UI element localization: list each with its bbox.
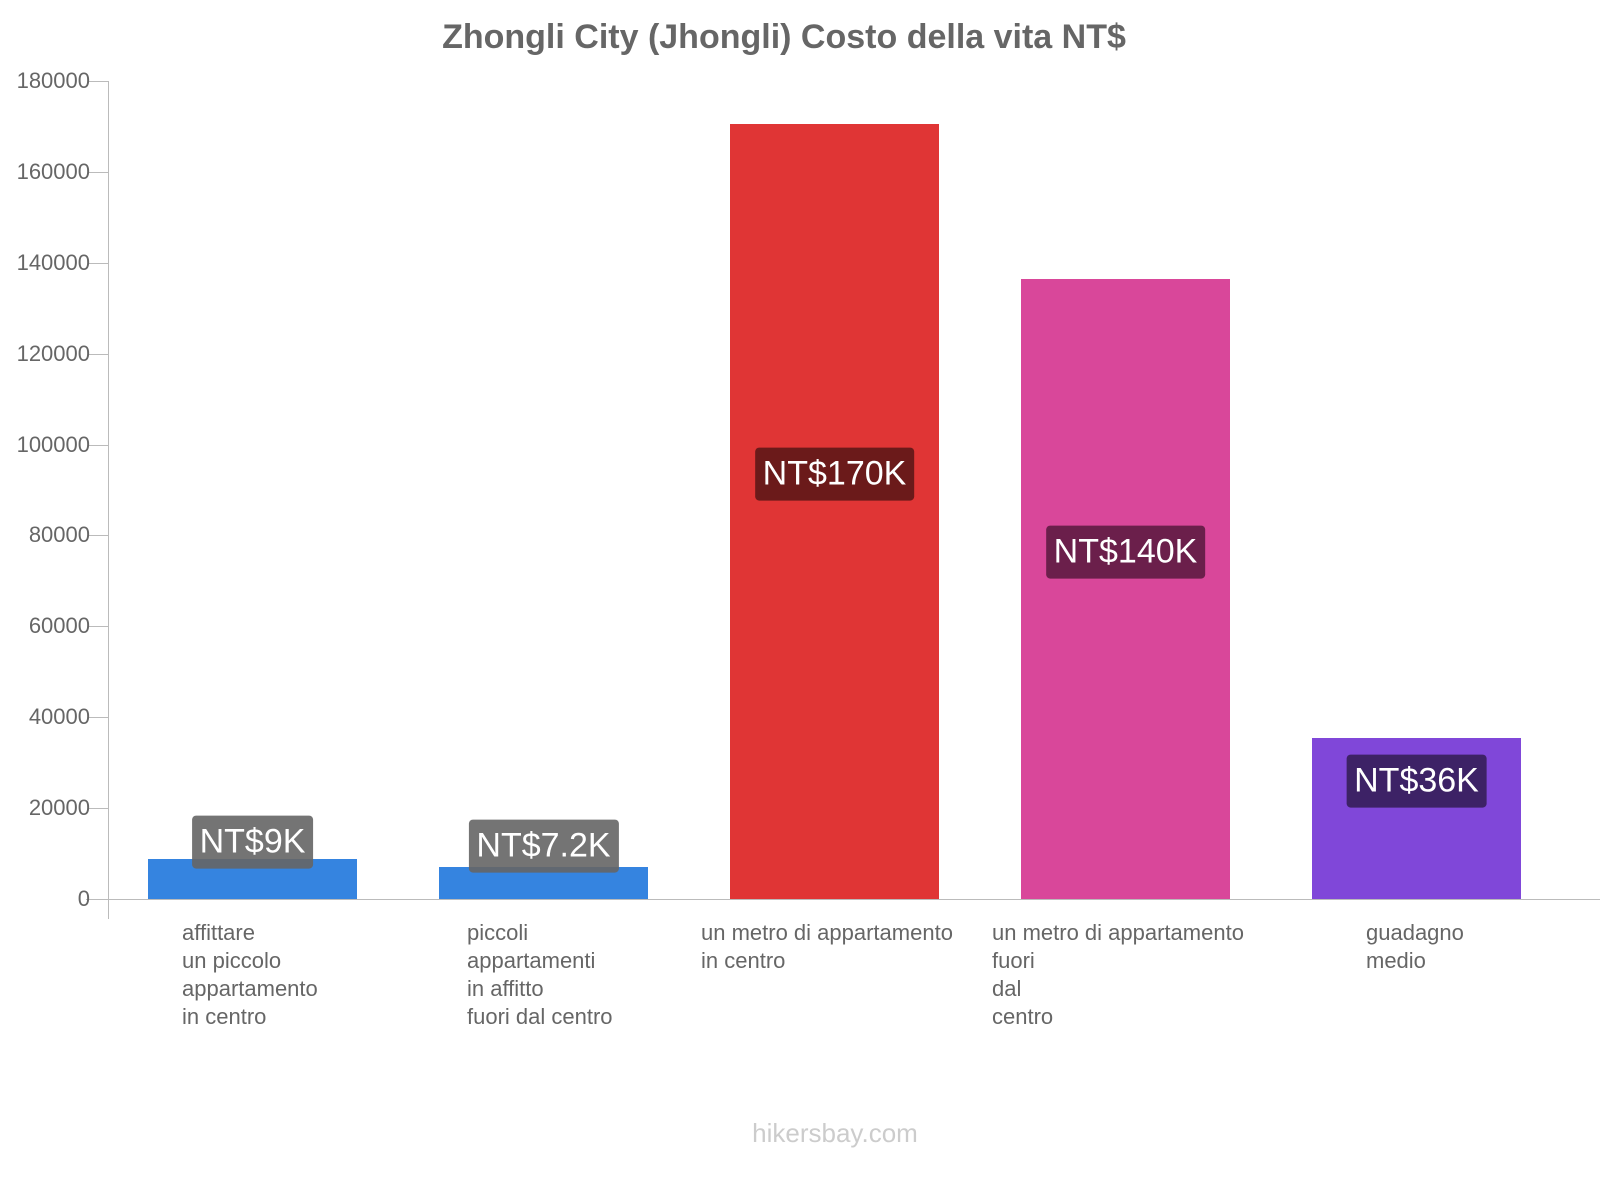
bar[interactable] [1021, 279, 1230, 899]
y-tick-label: 60000 [28, 613, 90, 639]
x-category-label: un metro di appartamento fuori dal centr… [992, 920, 1244, 1029]
bar-value-label: NT$170K [754, 447, 915, 501]
x-category-label: piccoli appartamenti in affitto fuori da… [467, 920, 613, 1029]
bar-value-label: NT$9K [191, 815, 314, 869]
y-tick-mark [88, 171, 108, 173]
y-tick-mark [88, 899, 108, 900]
y-tick-mark [88, 717, 108, 719]
y-tick-mark [88, 808, 108, 810]
y-tick-label: 160000 [16, 158, 90, 184]
y-tick-mark [88, 353, 108, 355]
y-axis-line [108, 81, 109, 919]
bar-value-label: NT$7.2K [468, 819, 619, 873]
x-category-label: un metro di appartamento in centro [701, 920, 953, 973]
y-tick-mark [88, 626, 108, 628]
bar[interactable] [730, 124, 939, 899]
x-axis-line [86, 899, 1600, 900]
bar-value-label: NT$36K [1346, 754, 1487, 808]
y-tick-label: 120000 [16, 340, 90, 366]
y-tick-label: 20000 [28, 795, 90, 821]
y-tick-mark [88, 444, 108, 446]
y-tick-label: 180000 [16, 68, 90, 93]
x-category-label: guadagno medio [1366, 920, 1464, 973]
y-tick-label: 140000 [16, 249, 90, 275]
y-tick-label: 80000 [28, 522, 90, 548]
y-tick-mark [88, 81, 108, 82]
y-tick-label: 100000 [16, 431, 90, 457]
x-category-label: affittare un piccolo appartamento in cen… [182, 920, 318, 1029]
y-tick-mark [88, 535, 108, 537]
y-tick-mark [88, 262, 108, 264]
y-tick-label: 0 [77, 886, 90, 911]
bar-value-label: NT$140K [1045, 525, 1206, 579]
chart-title: Zhongli City (Jhongli) Costo della vita … [442, 18, 1126, 56]
y-tick-label: 40000 [28, 704, 90, 730]
watermark: hikersbay.com [752, 1118, 918, 1148]
